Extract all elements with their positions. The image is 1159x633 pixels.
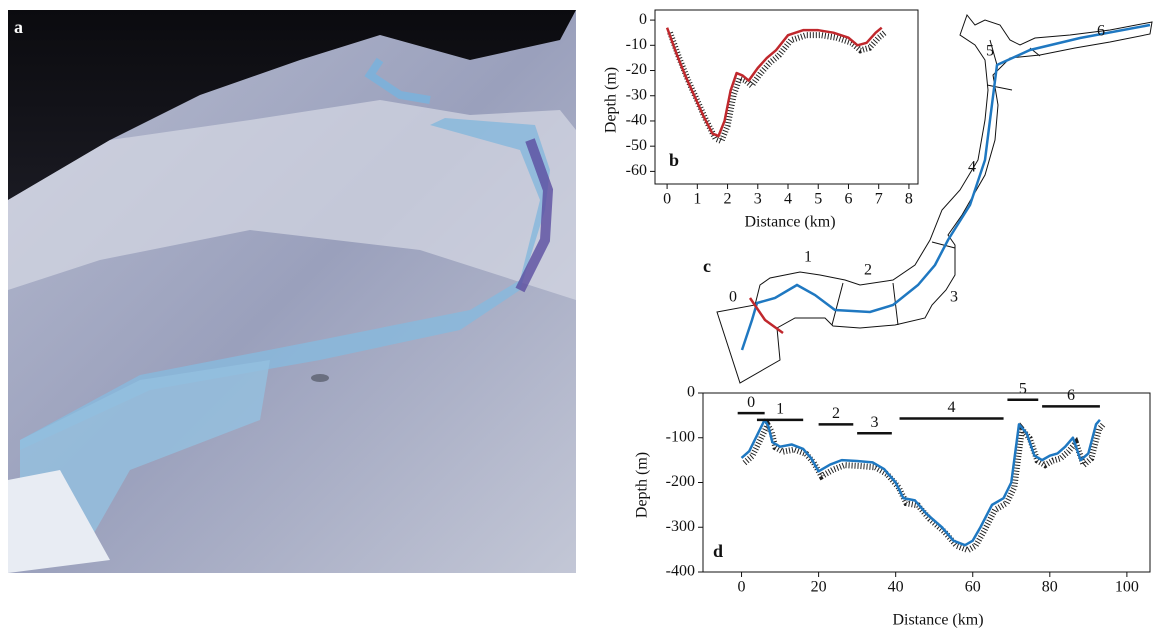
y-tick-label: -400 bbox=[666, 563, 695, 580]
panel-label: b bbox=[669, 150, 679, 170]
x-tick-label: 8 bbox=[905, 191, 913, 208]
x-tick-label: 1 bbox=[693, 191, 701, 208]
y-tick-label: -60 bbox=[626, 162, 647, 179]
segment-label: 4 bbox=[948, 399, 956, 416]
x-tick-label: 100 bbox=[1115, 579, 1139, 596]
x-tick-label: 7 bbox=[875, 191, 883, 208]
terrain-image bbox=[8, 10, 576, 573]
y-tick-label: 0 bbox=[687, 384, 695, 401]
x-tick-label: 2 bbox=[724, 191, 732, 208]
map-segment-label: 1 bbox=[804, 249, 812, 266]
depth-line bbox=[740, 418, 1101, 547]
y-tick-label: -20 bbox=[626, 61, 647, 78]
x-tick-label: 6 bbox=[844, 191, 852, 208]
y-tick-label: -100 bbox=[666, 428, 695, 445]
fjord-map bbox=[716, 13, 1153, 384]
map-segment-label: 5 bbox=[986, 43, 994, 60]
x-tick-label: 0 bbox=[738, 579, 746, 596]
map-segment-label: 6 bbox=[1097, 23, 1105, 40]
depth-line bbox=[665, 26, 883, 138]
y-tick-label: -40 bbox=[626, 112, 647, 129]
segment-label: 1 bbox=[776, 401, 784, 418]
x-tick-label: 4 bbox=[784, 191, 792, 208]
x-tick-label: 20 bbox=[811, 579, 827, 596]
map-segment-label: 4 bbox=[968, 159, 976, 176]
x-tick-label: 5 bbox=[814, 191, 822, 208]
y-tick-label: -30 bbox=[626, 86, 647, 103]
plot-frame bbox=[654, 9, 919, 185]
depth-hatch bbox=[742, 418, 1106, 554]
segment-label: 3 bbox=[870, 414, 878, 431]
y-axis-label: Depth (m) bbox=[634, 452, 651, 518]
map-segment-label: 3 bbox=[950, 289, 958, 306]
x-tick-label: 80 bbox=[1042, 579, 1058, 596]
y-tick-label: 0 bbox=[639, 11, 647, 28]
y-axis-label: Depth (m) bbox=[603, 67, 620, 133]
segment-label: 5 bbox=[1019, 380, 1027, 397]
panel-label: c bbox=[703, 256, 711, 276]
segment-label: 0 bbox=[747, 394, 755, 411]
x-axis-label: Distance (km) bbox=[892, 612, 983, 629]
x-axis-label: Distance (km) bbox=[744, 214, 835, 231]
y-tick-label: -10 bbox=[626, 36, 647, 53]
panel-label: a bbox=[14, 17, 23, 37]
segment-label: 6 bbox=[1067, 387, 1075, 404]
y-tick-label: -200 bbox=[666, 473, 695, 490]
map-segment-label: 0 bbox=[729, 289, 737, 306]
x-tick-label: 60 bbox=[965, 579, 981, 596]
panel-label: d bbox=[713, 541, 723, 561]
x-tick-label: 40 bbox=[888, 579, 904, 596]
x-tick-label: 0 bbox=[663, 191, 671, 208]
x-tick-label: 3 bbox=[754, 191, 762, 208]
y-tick-label: -50 bbox=[626, 137, 647, 154]
segment-label: 2 bbox=[832, 405, 840, 422]
y-tick-label: -300 bbox=[666, 518, 695, 535]
map-segment-label: 2 bbox=[864, 262, 872, 279]
